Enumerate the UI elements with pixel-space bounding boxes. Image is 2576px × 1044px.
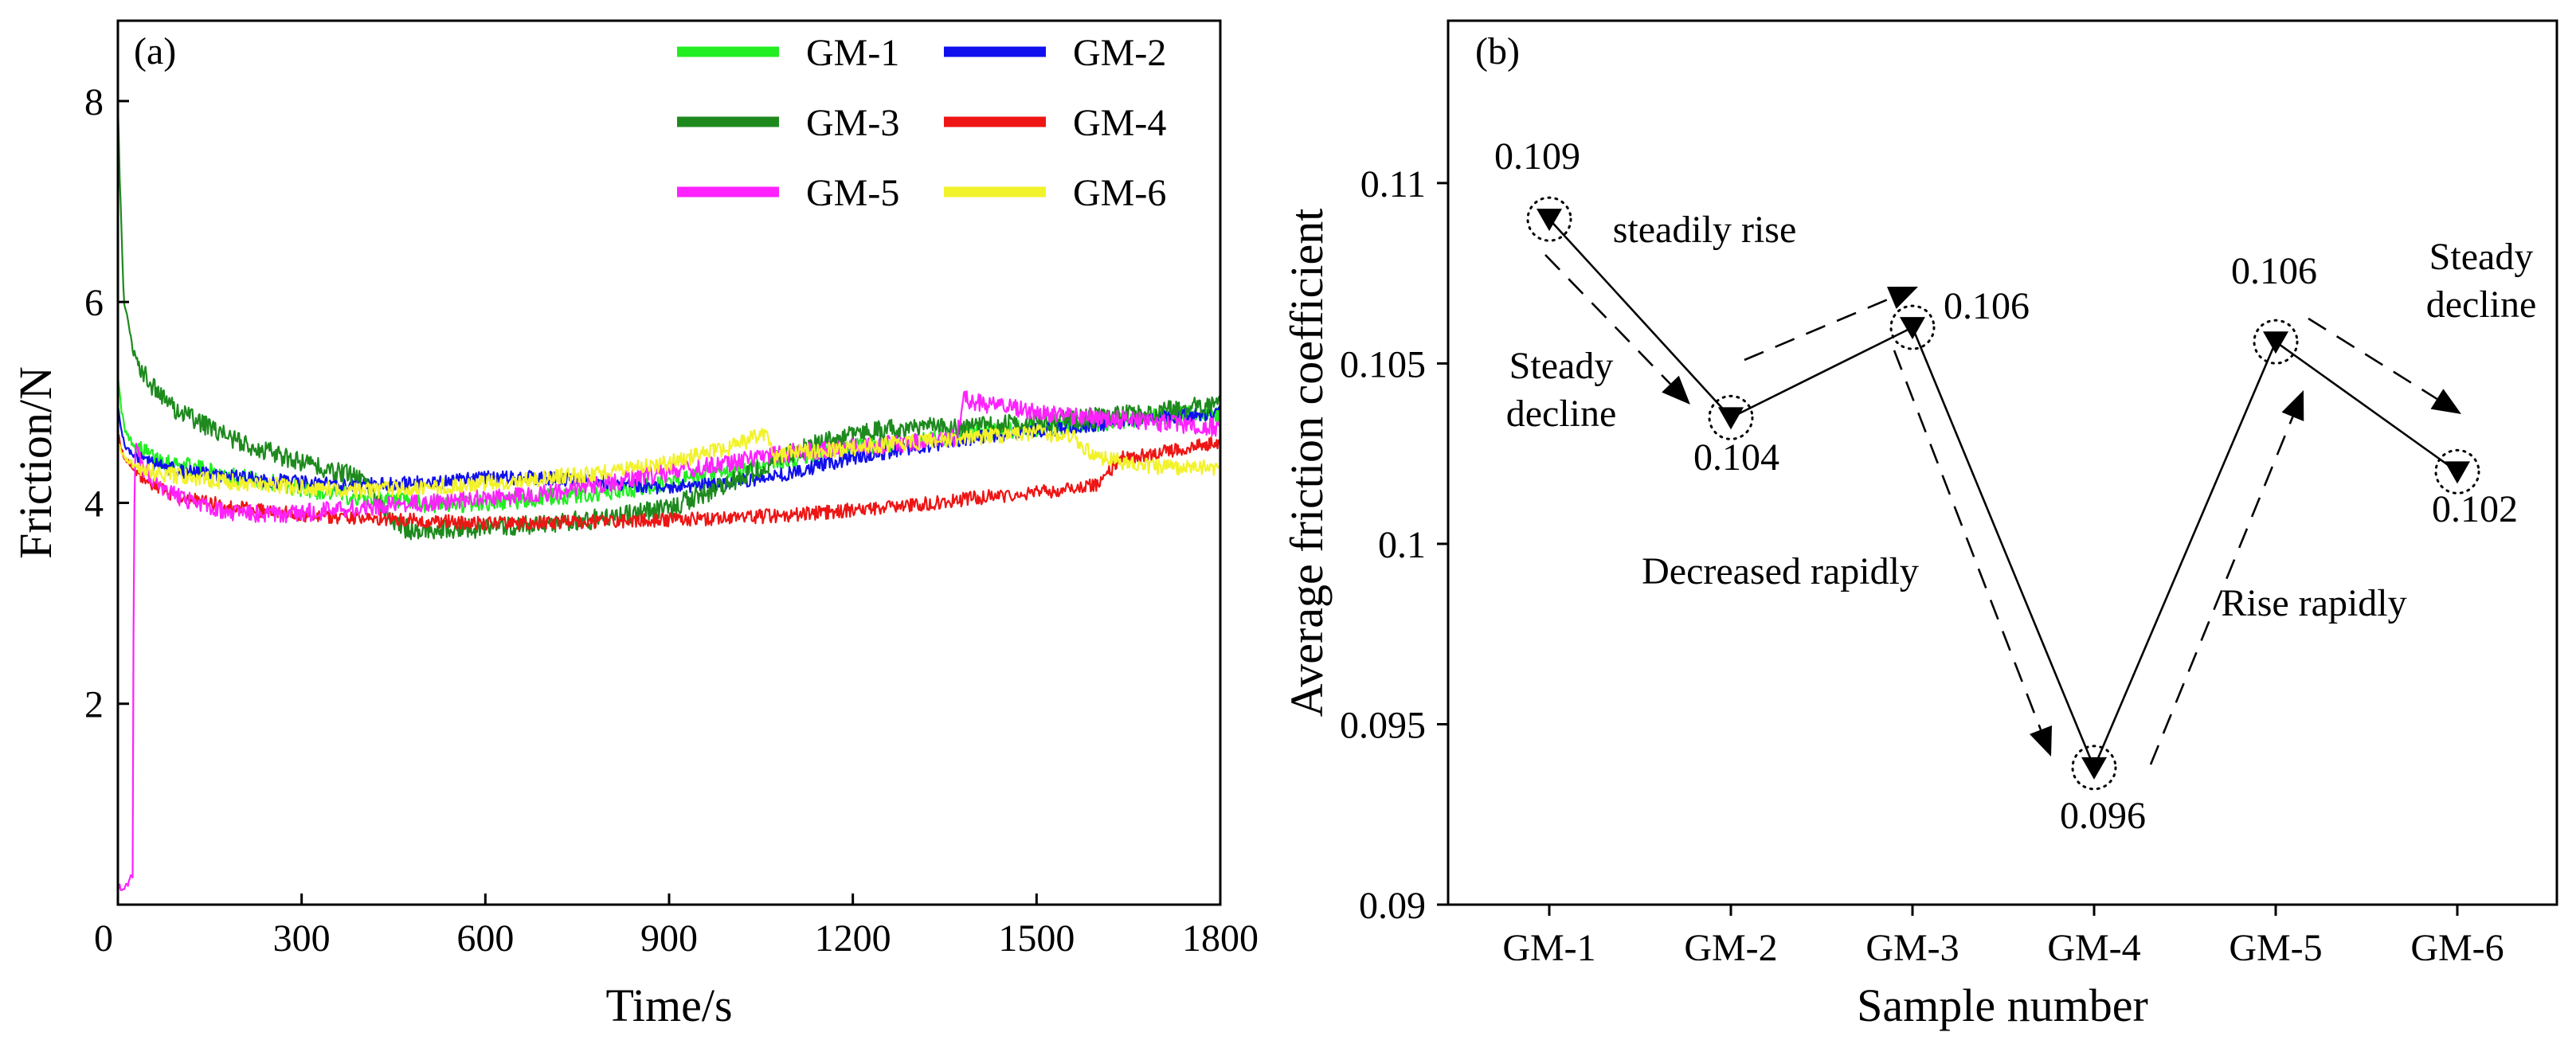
marker-ring	[2434, 448, 2480, 495]
y-tick-label: 0.105	[1340, 343, 1426, 385]
annotation-line: steadily rise	[1613, 209, 1797, 251]
series-line-gm-5	[117, 390, 1222, 892]
legend-label: GM-5	[806, 172, 899, 214]
data-point	[1900, 317, 1925, 340]
marker-ring	[2071, 745, 2117, 791]
y-tick-label: 8	[84, 81, 104, 123]
x-tick-label: 1500	[998, 917, 1075, 960]
y-tick-label: 4	[84, 483, 104, 525]
legend-label: GM-2	[1073, 32, 1166, 74]
trend-arrow-head	[1887, 287, 1918, 309]
data-point	[2263, 331, 2288, 354]
data-point	[2081, 757, 2107, 780]
annotation-line: Rise rapidly	[2221, 582, 2406, 624]
panel-b-xlabel: Sample number	[1857, 979, 2148, 1031]
x-tick-label: 600	[456, 917, 514, 960]
legend-label: GM-1	[806, 32, 899, 74]
data-label: 0.109	[1494, 135, 1580, 178]
trend-arrow-head	[2281, 390, 2304, 421]
legend-label: GM-4	[1073, 102, 1166, 144]
trend-arrow-shaft	[1744, 296, 1893, 362]
data-label: 0.106	[2231, 250, 2317, 292]
data-label: 0.096	[2060, 795, 2146, 837]
panel-b-frame	[1447, 19, 2558, 906]
marker-ring	[1708, 394, 1754, 440]
panel-a-ticks: 0 300 600 900 1200 1500 1800 2 4 6 8	[84, 81, 1259, 960]
trend-arrow-shaft	[2149, 416, 2294, 765]
panel-a-ylabel: Friction/N	[10, 366, 61, 559]
data-point	[2445, 461, 2470, 484]
x-tick-label: 300	[273, 917, 331, 960]
data-label: 0.106	[1944, 285, 2030, 327]
panel-a-xlabel: Time/s	[605, 979, 732, 1031]
x-tick-label: GM-1	[1502, 927, 1595, 969]
x-tick-label: GM-4	[2047, 927, 2140, 969]
panel-b-line-group: 0.109 0.104 0.106 0.096 0.106 0.102	[1494, 135, 2518, 837]
panel-b-trend-arrows	[1544, 254, 2461, 765]
trend-arrow-head	[1662, 375, 1690, 405]
trend-arrow-head	[2030, 725, 2053, 757]
annotation: Steady decline	[1506, 345, 1617, 435]
series-line-gm-6	[117, 424, 1221, 499]
data-point	[1537, 209, 1562, 232]
y-tick-label: 0.09	[1359, 885, 1426, 927]
data-point	[1718, 407, 1744, 430]
trend-arrow-shaft	[2308, 317, 2438, 401]
annotation: Decreased rapidly	[1642, 550, 1919, 592]
annotation-line: Steady	[1509, 345, 1614, 387]
series-line-gm-3	[116, 104, 1222, 541]
marker-ring	[1889, 304, 1936, 350]
x-tick-label: GM-2	[1684, 927, 1777, 969]
legend-label: GM-3	[806, 102, 899, 144]
y-tick-label: 0.095	[1340, 704, 1426, 746]
panel-a-legend: GM-1 GM-2 GM-3 GM-4 GM-5 GM-6	[677, 32, 1166, 214]
panel-a-tag: (a)	[134, 30, 176, 72]
panel-b-ticks: GM-1 GM-2 GM-3 GM-4 GM-5 GM-6 0.09 0.095 0.1 0.10…	[1340, 163, 2504, 969]
x-tick-label: 1800	[1182, 917, 1259, 960]
legend-label: GM-6	[1073, 172, 1166, 214]
trend-arrow-shaft	[1893, 350, 2042, 730]
marker-ring	[1526, 196, 1572, 242]
x-tick-label: 0	[94, 917, 113, 960]
trend-arrow-shaft	[1544, 254, 1671, 385]
annotation-line: decline	[2426, 283, 2537, 326]
panel-b-tag: (b)	[1475, 30, 1520, 72]
annotation-line: decline	[1506, 393, 1617, 435]
x-tick-label: GM-3	[1865, 927, 1959, 969]
annotation-line: Decreased rapidly	[1642, 550, 1919, 592]
annotation: Steady decline	[2426, 236, 2537, 326]
data-label: 0.102	[2432, 488, 2518, 530]
panel-b-annotations: Steady decline steadily rise Decreased rapi…	[1506, 209, 2537, 624]
y-tick-label: 6	[84, 282, 104, 324]
annotation: Rise rapidly	[2221, 582, 2406, 624]
annotation: steadily rise	[1613, 209, 1797, 251]
x-tick-label: 1200	[815, 917, 891, 960]
data-label: 0.104	[1693, 436, 1779, 479]
y-tick-label: 2	[84, 684, 104, 726]
panel-a-series-group	[116, 104, 1222, 892]
marker-ring	[2253, 319, 2299, 365]
x-tick-label: GM-5	[2229, 927, 2322, 969]
x-tick-label: 900	[640, 917, 698, 960]
x-tick-label: GM-6	[2410, 927, 2504, 969]
panel-b-ylabel: Average friction coefficient	[1281, 209, 1333, 718]
y-tick-label: 0.11	[1360, 163, 1426, 205]
friction-line	[1548, 218, 2458, 771]
annotation-line: Steady	[2429, 236, 2534, 278]
trend-arrow-head	[2430, 389, 2461, 414]
y-tick-label: 0.1	[1378, 524, 1426, 566]
panel-b: GM-1 GM-2 GM-3 GM-4 GM-5 GM-6 0.09 0.095 0.1 0.10…	[1281, 19, 2558, 1031]
